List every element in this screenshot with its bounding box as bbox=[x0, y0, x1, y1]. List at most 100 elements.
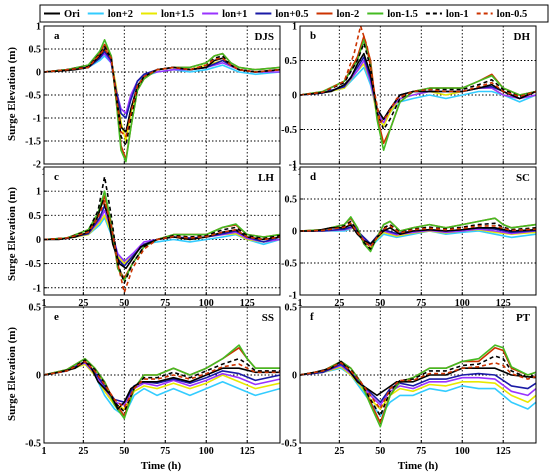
panel-station-label: DH bbox=[514, 31, 531, 43]
legend-label: lon+1 bbox=[222, 9, 247, 20]
x-tick-label: 25 bbox=[78, 446, 88, 457]
y-axis-label-row2: Surge Elevation (m) bbox=[6, 187, 18, 281]
y-tick-label: -1.5 bbox=[25, 137, 41, 148]
series-line-Ori bbox=[300, 360, 536, 397]
x-tick-label: 1 bbox=[42, 446, 47, 457]
x-axis-label-right: Time (h) bbox=[398, 460, 439, 472]
series-line-lon+1 bbox=[300, 59, 536, 124]
legend-entry-lon-1: lon-1 bbox=[425, 9, 469, 20]
x-tick-label: 125 bbox=[496, 298, 511, 309]
legend-box bbox=[39, 4, 549, 23]
x-tick-label: 1 bbox=[298, 298, 303, 309]
y-tick-label: 0.5 bbox=[285, 195, 298, 206]
y-tick-label: -0.5 bbox=[281, 439, 297, 450]
panel-series bbox=[44, 175, 280, 294]
series-line-lon-0.5 bbox=[44, 200, 280, 294]
series-line-lon-1.5 bbox=[300, 344, 536, 428]
y-tick-label: 1 bbox=[292, 163, 297, 174]
panel-letter: d bbox=[310, 171, 316, 183]
series-line-lon+1 bbox=[300, 226, 536, 246]
series-line-lon+1 bbox=[300, 364, 536, 406]
legend-label: lon-0.5 bbox=[497, 9, 528, 20]
legend-entry-lon+2: lon+2 bbox=[87, 9, 133, 20]
y-tick-label: 0 bbox=[292, 371, 297, 382]
y-tick-label: -1 bbox=[33, 114, 41, 125]
y-tick-label: 0 bbox=[36, 371, 41, 382]
legend-entry-lon-1.5: lon-1.5 bbox=[367, 9, 418, 20]
legend-entry-lon+0.5: lon+0.5 bbox=[255, 9, 309, 20]
legend-label: lon+2 bbox=[108, 9, 133, 20]
legend-entry-lon-2: lon-2 bbox=[316, 9, 360, 20]
y-tick-label: -1 bbox=[33, 283, 41, 294]
panel-letter: f bbox=[310, 311, 314, 323]
series-line-lon+0.5 bbox=[44, 50, 280, 119]
series-line-lon-1.5 bbox=[44, 39, 280, 163]
y-tick-label: 0.5 bbox=[29, 211, 42, 222]
legend-entry-lon+1.5: lon+1.5 bbox=[141, 9, 194, 20]
panel-letter: e bbox=[54, 311, 59, 323]
y-axis-label-row3: Surge Elevation (m) bbox=[6, 327, 18, 421]
y-tick-label: -0.5 bbox=[281, 125, 297, 136]
panel-background bbox=[44, 167, 280, 295]
legend-entry-lon+1: lon+1 bbox=[202, 9, 247, 20]
y-tick-label: -2 bbox=[33, 160, 41, 171]
x-tick-label: 100 bbox=[199, 298, 214, 309]
chart-panels: -2-1.5-1-0.500.511255075100125aDJS-1-0.5… bbox=[25, 22, 537, 457]
y-tick-label: 0.5 bbox=[285, 303, 298, 314]
x-tick-label: 25 bbox=[78, 298, 88, 309]
x-tick-label: 50 bbox=[119, 446, 129, 457]
y-tick-label: -0.5 bbox=[25, 91, 41, 102]
panel-a: -2-1.5-1-0.500.511255075100125aDJS bbox=[25, 22, 281, 178]
y-tick-label: 0 bbox=[36, 68, 41, 79]
chart-legend: Ori lon+2 lon+1.5 lon+1 lon+0.5 lon-2 lon-1.5 l… bbox=[39, 4, 549, 23]
series-line-lon-0.5 bbox=[300, 26, 536, 124]
x-tick-label: 125 bbox=[496, 446, 511, 457]
panel-grid bbox=[300, 26, 536, 164]
x-tick-label: 125 bbox=[240, 298, 255, 309]
panel-station-label: PT bbox=[516, 312, 531, 324]
x-tick-label: 100 bbox=[455, 446, 470, 457]
series-line-lon-0.5 bbox=[300, 362, 536, 410]
series-line-lon+1.5 bbox=[300, 366, 536, 410]
legend-label: Ori bbox=[64, 9, 80, 20]
x-tick-label: 50 bbox=[375, 298, 385, 309]
y-tick-label: 0.5 bbox=[285, 56, 298, 67]
panel-station-label: LH bbox=[258, 172, 274, 184]
panel-station-label: SS bbox=[262, 312, 274, 324]
x-tick-label: 75 bbox=[160, 298, 170, 309]
x-tick-label: 125 bbox=[240, 446, 255, 457]
y-tick-label: 0.5 bbox=[29, 45, 42, 56]
legend-label: lon-1.5 bbox=[387, 9, 418, 20]
x-tick-label: 75 bbox=[416, 446, 426, 457]
y-tick-label: 0.5 bbox=[29, 303, 42, 314]
y-tick-label: -1 bbox=[289, 291, 297, 302]
x-tick-label: 75 bbox=[160, 446, 170, 457]
x-tick-label: 25 bbox=[334, 298, 344, 309]
x-tick-label: 25 bbox=[334, 446, 344, 457]
y-tick-label: 1 bbox=[292, 22, 297, 33]
x-tick-label: 50 bbox=[119, 298, 129, 309]
y-tick-label: -1 bbox=[289, 160, 297, 171]
panel-letter: b bbox=[310, 30, 316, 42]
legend-label: lon-2 bbox=[337, 9, 360, 20]
panel-series bbox=[44, 39, 280, 163]
legend-entry-Ori: Ori bbox=[44, 9, 80, 20]
series-line-lon-1 bbox=[300, 42, 536, 131]
series-line-lon-1 bbox=[300, 355, 536, 417]
x-axis-label-left: Time (h) bbox=[141, 460, 182, 472]
legend-label: lon-1 bbox=[446, 9, 469, 20]
x-tick-label: 1 bbox=[298, 446, 303, 457]
y-tick-label: 0 bbox=[36, 235, 41, 246]
panel-b: -1-0.500.511255075100125bDH bbox=[281, 22, 537, 178]
panel-station-label: DJS bbox=[254, 31, 274, 43]
series-line-lon+0.5 bbox=[44, 204, 280, 267]
y-tick-label: -0.5 bbox=[281, 259, 297, 270]
y-tick-label: -0.5 bbox=[25, 259, 41, 270]
series-line-lon-1 bbox=[44, 175, 280, 284]
panel-letter: c bbox=[54, 171, 59, 183]
legend-entry-lon-0.5: lon-0.5 bbox=[476, 9, 528, 20]
